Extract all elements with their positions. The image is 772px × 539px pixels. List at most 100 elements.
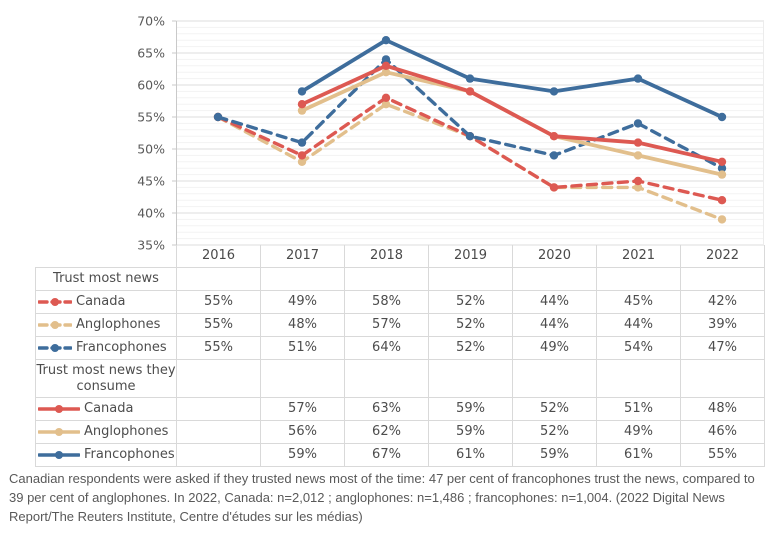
y-axis-label: 65%: [137, 46, 165, 61]
value-cell: 54%: [596, 336, 681, 360]
empty-cell: [512, 359, 597, 398]
series-label-inner: Francophones: [37, 340, 176, 355]
value-cell: 44%: [596, 313, 681, 337]
y-axis-label: 55%: [137, 110, 165, 125]
series-line-francophones-solid: [300, 38, 724, 119]
series-name-label: Francophones: [76, 340, 167, 355]
data-point-anglophones-solid-2021: [633, 151, 643, 160]
legend-icon-anglophones-solid: [38, 428, 80, 436]
data-point-francophones-dashed-2021: [633, 119, 643, 128]
value-cell: 61%: [428, 443, 513, 467]
value-cell: 59%: [428, 397, 513, 421]
data-point-francophones-solid-2017: [297, 87, 307, 96]
data-point-francophones-dashed-2022: [717, 164, 727, 173]
data-point-francophones-solid-2022: [717, 112, 727, 122]
data-point-canada-solid-2017: [297, 100, 307, 109]
empty-cell: [428, 359, 513, 398]
group-header-row: Trust most news: [35, 267, 765, 291]
data-point-anglophones-dashed-2021: [633, 183, 643, 192]
series-label-cell: Canada: [35, 397, 177, 421]
data-table: 2016 2017 2018 2019 2020 2021 2022 Trust most n…: [35, 245, 765, 467]
year-cell: 2016: [176, 245, 261, 268]
table-row: Canada 57% 63% 59% 52% 51% 48%: [35, 397, 765, 421]
data-point-canada-solid-2021: [633, 138, 643, 147]
data-point-francophones-solid-2020: [549, 87, 559, 96]
value-cell: 55%: [176, 313, 261, 337]
data-point-canada-dashed-2020: [549, 183, 559, 192]
series-label-cell: Anglophones: [35, 313, 177, 337]
data-point-canada-dashed-2017: [297, 151, 307, 160]
data-point-canada-solid-2022: [717, 157, 727, 166]
data-point-anglophones-solid-2018: [381, 68, 391, 77]
value-cell: 62%: [344, 420, 429, 444]
year-header-row: 2016 2017 2018 2019 2020 2021 2022: [36, 245, 765, 268]
series-label-cell: Anglophones: [35, 420, 177, 444]
value-cell: 55%: [680, 443, 765, 467]
year-cell: 2020: [512, 245, 597, 268]
table-row: Canada 55% 49% 58% 52% 44% 45% 42%: [35, 290, 765, 314]
empty-cell: [176, 359, 261, 398]
empty-cell: [260, 267, 345, 291]
empty-cell: [344, 359, 429, 398]
table-row: Francophones 55% 51% 64% 52% 49% 54% 47%: [35, 336, 765, 360]
data-point-canada-dashed-2018: [381, 93, 391, 103]
legend-icon-canada-solid: [38, 405, 80, 413]
value-cell: 44%: [512, 290, 597, 314]
data-point-francophones-dashed-2018: [381, 55, 391, 64]
data-point-francophones-solid-2018: [381, 36, 391, 45]
data-point-francophones-solid-2019: [465, 74, 475, 83]
data-point-francophones-dashed-2016: [213, 112, 223, 122]
data-point-canada-solid-2020: [549, 132, 559, 141]
value-cell: 51%: [260, 336, 345, 360]
legend-icon-canada-dashed: [38, 298, 72, 306]
value-cell: [176, 420, 261, 444]
value-cell: 59%: [260, 443, 345, 467]
group-label-cell: Trust most news: [35, 267, 177, 291]
empty-cell: [680, 267, 765, 291]
data-point-anglophones-solid-2017: [297, 106, 307, 115]
value-cell: 56%: [260, 420, 345, 444]
legend-icon-francophones-dashed: [38, 344, 72, 352]
empty-cell: [596, 359, 681, 398]
data-point-canada-dashed-2022: [717, 196, 727, 205]
value-cell: 42%: [680, 290, 765, 314]
empty-cell: [512, 267, 597, 291]
data-point-anglophones-dashed-2018: [381, 100, 391, 109]
empty-cell: [176, 267, 261, 291]
value-cell: 52%: [428, 313, 513, 337]
data-point-francophones-dashed-2019: [465, 132, 475, 141]
series-label-cell: Francophones: [35, 336, 177, 360]
value-cell: 45%: [596, 290, 681, 314]
empty-cell: [596, 267, 681, 291]
series-label-inner: Anglophones: [37, 425, 176, 439]
year-cell: 2017: [260, 245, 345, 268]
series-line-canada-solid: [300, 63, 724, 164]
data-point-anglophones-dashed-2022: [717, 215, 727, 224]
value-cell: 49%: [260, 290, 345, 314]
value-cell: 47%: [680, 336, 765, 360]
series-name-label: Francophones: [84, 447, 175, 462]
year-cell: 2018: [344, 245, 429, 268]
data-point-canada-solid-2018: [381, 61, 391, 70]
series-label-cell: Francophones: [35, 443, 177, 467]
value-cell: 58%: [344, 290, 429, 314]
series-name-label: Canada: [76, 294, 126, 309]
empty-cell: [680, 359, 765, 398]
value-cell: 59%: [512, 443, 597, 467]
y-axis-label: 45%: [137, 174, 165, 189]
series-name-label: Anglophones: [76, 317, 161, 332]
empty-cell: [428, 267, 513, 291]
empty-cell: [344, 267, 429, 291]
value-cell: 64%: [344, 336, 429, 360]
data-point-francophones-solid-2021: [633, 74, 643, 83]
series-label-inner: Canada: [37, 402, 176, 416]
series-label-cell: Canada: [35, 290, 177, 314]
table-row: Francophones 59% 67% 61% 59% 61% 55%: [35, 443, 765, 467]
year-cell: 2022: [680, 245, 765, 268]
data-point-francophones-dashed-2017: [297, 138, 307, 147]
data-point-anglophones-dashed-2017: [297, 157, 307, 166]
value-cell: 44%: [512, 313, 597, 337]
value-cell: 52%: [512, 397, 597, 421]
value-cell: 51%: [596, 397, 681, 421]
y-axis-label: 35%: [137, 238, 165, 251]
